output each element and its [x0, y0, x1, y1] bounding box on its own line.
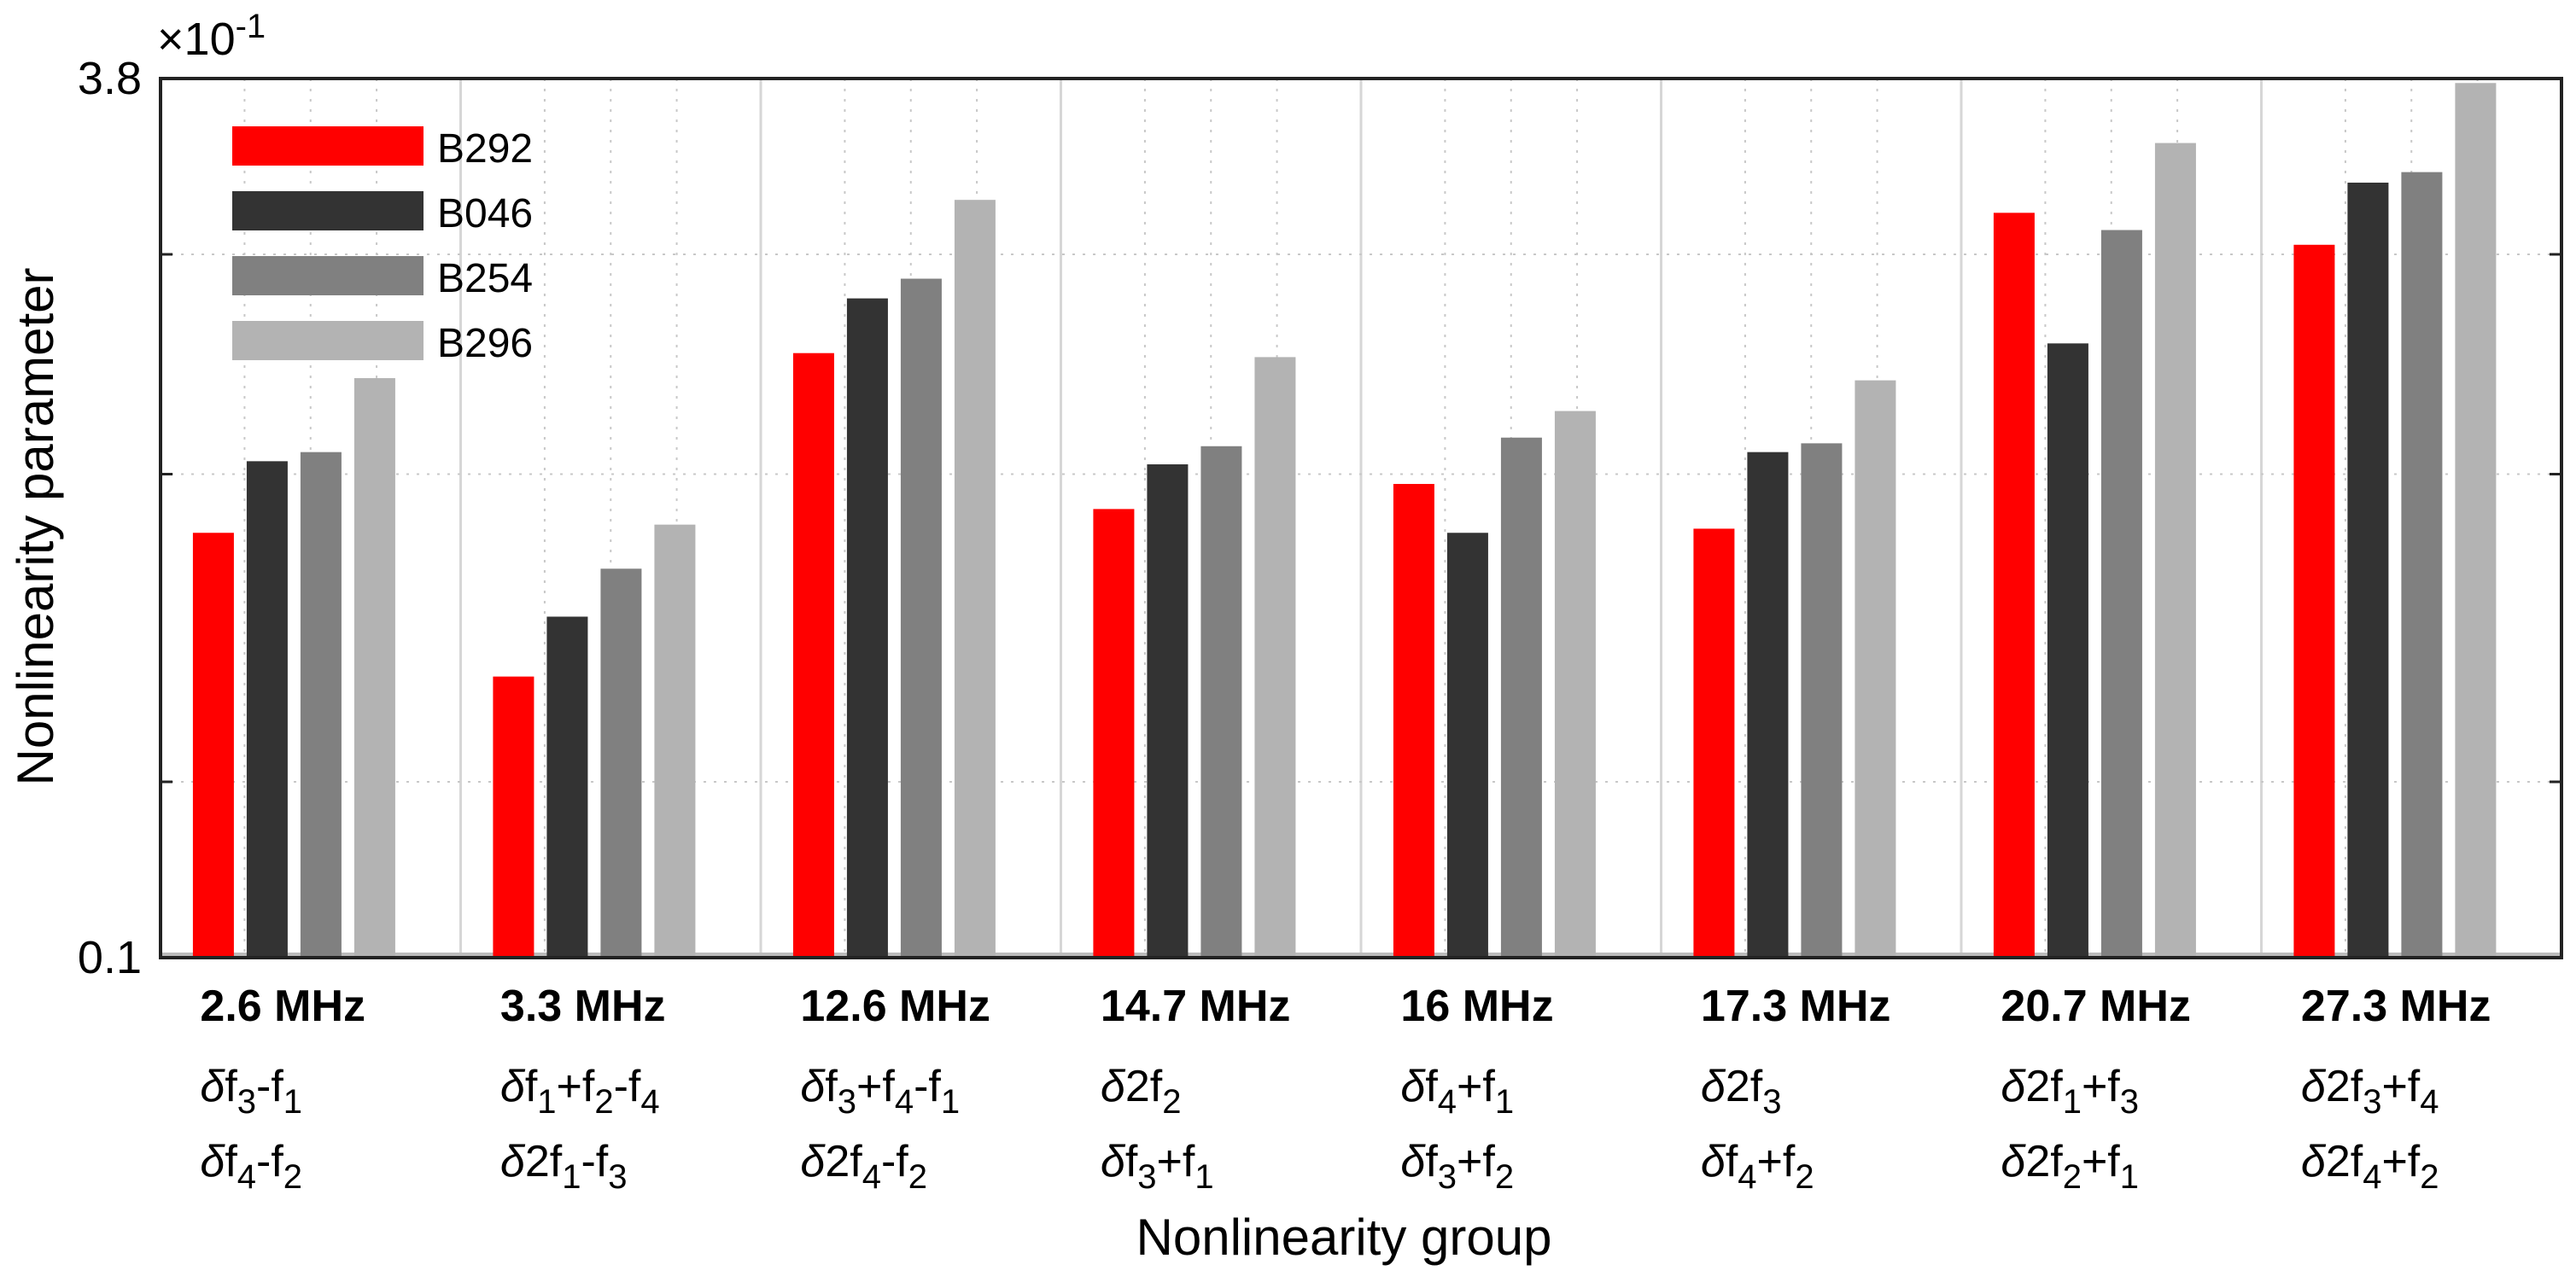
legend-label-B296: B296 — [437, 321, 533, 366]
legend-swatch-B254 — [232, 256, 423, 295]
bar-B292-12.6MHz — [792, 353, 834, 958]
bar-B254-27.3MHz — [2401, 172, 2443, 958]
group-expression: δf4-f2 — [200, 1137, 302, 1196]
group-expression: δ2f3+f4 — [2301, 1062, 2439, 1121]
bar-B254-16MHz — [1500, 437, 1542, 958]
bar-B046-2.6MHz — [246, 461, 288, 958]
legend-swatch-B046 — [232, 191, 423, 230]
bar-B296-3.3MHz — [654, 524, 696, 958]
bar-B254-12.6MHz — [900, 278, 942, 958]
plot-frame — [159, 77, 2563, 959]
bar-B292-27.3MHz — [2293, 244, 2335, 958]
y-tick-label: 0.1 — [78, 932, 142, 983]
group-frequency: 17.3 MHz — [1701, 982, 1891, 1031]
group-expression: δ2f1-f3 — [500, 1137, 628, 1196]
legend-label-B046: B046 — [437, 191, 533, 236]
bar-B296-20.7MHz — [2154, 143, 2196, 958]
bar-B046-20.7MHz — [2047, 343, 2088, 958]
bar-B296-2.6MHz — [353, 378, 395, 959]
group-frequency: 3.3 MHz — [500, 982, 666, 1031]
bar-B254-2.6MHz — [300, 452, 342, 958]
group-frequency: 2.6 MHz — [200, 982, 365, 1031]
group-frequency: 16 MHz — [1400, 982, 1553, 1031]
group-expression: δf3+f2 — [1400, 1137, 1514, 1196]
bar-B254-3.3MHz — [600, 568, 642, 958]
group-expression: δ2f1+f3 — [2001, 1062, 2139, 1121]
y-tick-label: 3.8 — [78, 53, 142, 104]
legend-swatch-B292 — [232, 126, 423, 166]
group-expression: δf4+f2 — [1701, 1137, 1814, 1196]
y-tick-labels: 3.8 0.1 — [78, 53, 142, 983]
bar-B296-16MHz — [1554, 411, 1596, 958]
bars — [192, 83, 2497, 959]
legend-swatch-B296 — [232, 321, 423, 360]
bar-B292-20.7MHz — [1993, 213, 2035, 958]
bar-B292-14.7MHz — [1093, 509, 1135, 958]
group-frequency: 27.3 MHz — [2301, 982, 2491, 1031]
group-expression: δ2f3 — [1701, 1062, 1782, 1121]
bar-B296-27.3MHz — [2455, 83, 2497, 958]
bar-B046-27.3MHz — [2347, 182, 2389, 958]
group-expression: δf4+f1 — [1400, 1062, 1514, 1121]
bar-B046-12.6MHz — [846, 298, 888, 959]
bar-B296-17.3MHz — [1855, 380, 1896, 958]
group-expression: δ2f4-f2 — [800, 1137, 927, 1196]
bar-B254-14.7MHz — [1200, 446, 1242, 958]
bar-B046-17.3MHz — [1747, 452, 1789, 958]
bar-B292-16MHz — [1393, 483, 1434, 958]
group-frequency: 20.7 MHz — [2001, 982, 2191, 1031]
group-frequency: 12.6 MHz — [800, 982, 990, 1031]
group-expression: δ2f4+f2 — [2301, 1137, 2439, 1196]
x-axis-title: Nonlinearity group — [1136, 1209, 1552, 1266]
group-expression: δ2f2+f1 — [2001, 1137, 2139, 1196]
legend: B292 B046 B254 B296 — [232, 126, 533, 366]
group-expression: δf1+f2-f4 — [500, 1062, 660, 1121]
group-frequency: 14.7 MHz — [1101, 982, 1291, 1031]
x-group-labels: 2.6 MHz δf3-f1 δf4-f2 3.3 MHz δf1+f2-f4 δ2f1-… — [200, 982, 2491, 1196]
axis-ticks — [161, 253, 2561, 784]
bar-B292-3.3MHz — [493, 676, 534, 958]
group-expression: δf3+f4-f1 — [800, 1062, 960, 1121]
bar-B296-14.7MHz — [1254, 357, 1296, 959]
bar-B046-14.7MHz — [1147, 464, 1189, 958]
bar-B292-17.3MHz — [1693, 528, 1735, 958]
bar-B296-12.6MHz — [954, 200, 996, 959]
bar-B046-3.3MHz — [546, 616, 588, 958]
group-expression: δf3-f1 — [200, 1062, 302, 1121]
exponent-label: ×10-1 — [157, 8, 266, 65]
bar-B254-20.7MHz — [2100, 230, 2142, 959]
y-axis-title: Nonlinearity parameter — [7, 268, 64, 786]
bar-B046-16MHz — [1446, 533, 1488, 958]
legend-label-B254: B254 — [437, 256, 533, 301]
group-expression: δ2f2 — [1101, 1062, 1182, 1121]
legend-label-B292: B292 — [437, 126, 533, 172]
bar-B254-17.3MHz — [1801, 443, 1843, 958]
group-expression: δf3+f1 — [1101, 1137, 1214, 1196]
bar-B292-2.6MHz — [192, 533, 234, 958]
